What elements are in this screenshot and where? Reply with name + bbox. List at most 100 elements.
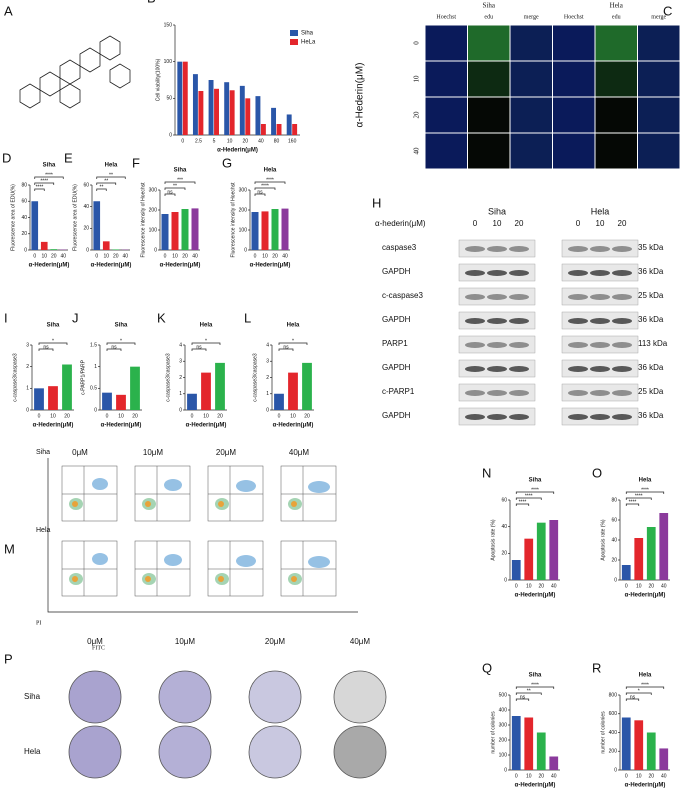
y-tick-label: 0 <box>154 247 157 253</box>
blot-size-label: 35 kDa <box>638 243 664 252</box>
x-tick-label: 0 <box>38 413 41 419</box>
flow-plot <box>280 465 337 522</box>
blot-row-label: GAPDH <box>382 363 411 372</box>
significance-label: ns <box>257 189 263 195</box>
blot-band <box>509 246 529 252</box>
chart-title: Siha <box>529 673 542 679</box>
x-axis-label: α-Hederin(μM) <box>160 263 201 269</box>
y-axis-label: Apoptosis rate (%) <box>600 519 606 560</box>
x-tick-label: 0 <box>33 253 36 259</box>
chart-title: Hela <box>264 168 277 174</box>
y-tick-label: 100 <box>499 752 508 758</box>
panel-label: M <box>4 541 15 556</box>
significance-bracket <box>164 187 186 190</box>
x-tick-label: 20 <box>538 583 544 589</box>
significance-bracket <box>515 497 542 500</box>
dose-label: 10 <box>596 219 605 228</box>
y-tick-label: 4 <box>179 342 182 348</box>
y-tick-label: 40 <box>83 204 89 210</box>
cell-cluster <box>92 478 108 490</box>
blot-row-label: c-caspase3 <box>382 291 423 300</box>
y-tick-label: 0 <box>94 407 97 413</box>
y-axis-label: c-caspase3/caspase3 <box>252 353 258 402</box>
x-axis-label: α-Hederin(μM) <box>515 593 556 599</box>
bar <box>229 90 235 135</box>
x-tick-label: 10 <box>262 253 268 259</box>
y-tick-label: 60 <box>83 182 89 188</box>
y-tick-label: 80 <box>21 182 27 188</box>
panel-label: Q <box>482 660 492 675</box>
bar <box>93 201 101 250</box>
y-tick-label: 80 <box>611 497 617 503</box>
micrograph <box>425 61 467 97</box>
blot-band <box>509 294 529 300</box>
blot-row-label: c-PARP1 <box>382 387 415 396</box>
y-tick-label: 400 <box>609 730 618 736</box>
colony-dish <box>248 725 302 779</box>
blot-band <box>568 390 588 396</box>
bar <box>40 241 48 250</box>
y-tick-label: 3 <box>179 359 182 365</box>
y-tick-label: 0 <box>26 407 29 413</box>
y-axis-label: c-PARP1/PARP <box>80 359 86 394</box>
panel-label: D <box>2 150 11 165</box>
cell-cluster <box>164 554 182 566</box>
panel-label: B <box>147 0 156 5</box>
significance-bracket <box>625 497 652 500</box>
cell-cluster <box>164 479 182 491</box>
x-tick-label: 20 <box>304 413 310 419</box>
blot-band <box>509 366 529 372</box>
y-axis-label: Apoptosis rate (%) <box>490 519 496 560</box>
x-tick-label: 0 <box>515 773 518 779</box>
blot-row-label: GAPDH <box>382 411 411 420</box>
x-tick-label: 20 <box>64 413 70 419</box>
bar <box>215 362 225 410</box>
panel-label: L <box>244 310 251 325</box>
cell-cluster <box>291 576 297 582</box>
x-tick-label: 0 <box>191 413 194 419</box>
bar <box>102 392 112 410</box>
blot-band <box>509 270 529 276</box>
x-tick-label: 0 <box>278 413 281 419</box>
y-tick-label: 1 <box>26 386 29 392</box>
significance-label: **** <box>519 499 527 505</box>
y-axis-label: Fluorescence area of EDU(%) <box>10 184 16 251</box>
y-tick-label: 4 <box>266 342 269 348</box>
stain-label: merge <box>651 14 666 20</box>
x-axis-label: FITC <box>92 645 105 651</box>
bar <box>112 249 120 250</box>
y-tick-label: 200 <box>149 207 158 213</box>
blot-band <box>612 246 632 252</box>
panel-label: G <box>222 155 232 170</box>
y-axis-label: PI <box>36 620 41 626</box>
dose-label: 40μM <box>289 448 310 457</box>
blot-band <box>509 342 529 348</box>
legend-swatch <box>290 30 298 36</box>
y-tick-label: 200 <box>239 207 248 213</box>
micrograph <box>510 61 552 97</box>
significance-label: ** <box>527 688 531 694</box>
flow-plot <box>61 540 118 597</box>
y-tick-label: 0 <box>614 577 617 583</box>
blot-band <box>568 246 588 252</box>
bar <box>536 732 546 770</box>
y-axis-label: α-Hederin(μM) <box>355 63 366 128</box>
blot-band <box>465 390 485 396</box>
x-tick-label: 80 <box>274 138 280 144</box>
significance-label: **** <box>531 682 539 688</box>
x-tick-label: 20 <box>217 413 223 419</box>
y-tick-label: 3 <box>266 359 269 365</box>
significance-bracket <box>96 188 107 191</box>
x-tick-label: 40 <box>258 138 264 144</box>
bar <box>659 748 669 770</box>
y-tick-label: 0 <box>169 132 172 138</box>
colony-dish <box>248 670 302 724</box>
chart-title: Siha <box>47 323 60 329</box>
bar <box>161 214 169 250</box>
micrograph <box>468 61 510 97</box>
x-tick-label: 40 <box>60 253 66 259</box>
cell-cluster <box>308 481 330 493</box>
bar <box>536 522 546 580</box>
y-tick-label: 3 <box>26 342 29 348</box>
